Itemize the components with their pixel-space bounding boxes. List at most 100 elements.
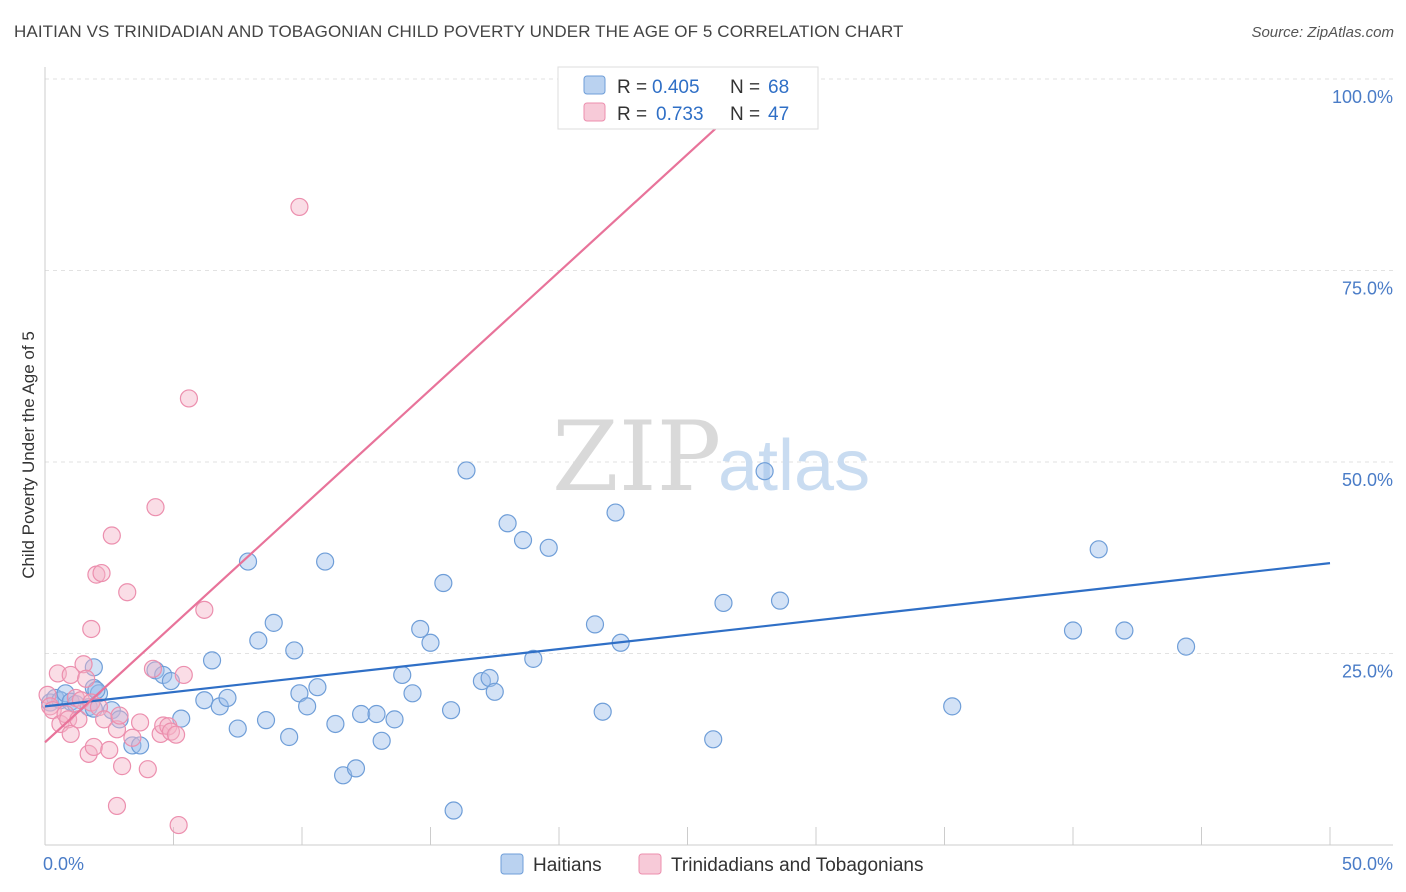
point-haitians [755, 462, 774, 481]
bottom-legend-trinidadians: Trinidadians and Tobagonians [671, 855, 923, 876]
legend-r-label: R = [617, 104, 647, 125]
point-trinidadians [100, 740, 119, 760]
point-trinidadians [102, 526, 121, 545]
point-haitians [539, 538, 558, 557]
point-haitians [285, 641, 304, 660]
point-haitians [393, 665, 412, 685]
chart-title: HAITIAN VS TRINIDADIAN AND TOBAGONIAN CH… [14, 22, 904, 41]
point-haitians [1063, 621, 1083, 640]
point-haitians [513, 531, 533, 550]
point-haitians [434, 573, 453, 593]
legend-swatch-haitians [583, 75, 606, 95]
y-tick-label: 25.0% [1342, 662, 1393, 682]
top-legend: R = 0.405 N = 68 R = 0.733 N = 47 [557, 66, 819, 130]
y-tick-label: 75.0% [1342, 279, 1393, 299]
point-trinidadians [112, 757, 132, 776]
point-haitians [1176, 637, 1196, 656]
bottom-legend-haitians: Haitians [533, 855, 602, 876]
point-haitians [485, 682, 504, 701]
point-haitians [403, 684, 422, 703]
point-haitians [421, 633, 440, 652]
data-points [38, 69, 1196, 835]
point-trinidadians [179, 389, 199, 408]
legend-n-label: N = [730, 77, 760, 98]
point-trinidadians [61, 724, 80, 744]
point-haitians [298, 697, 317, 716]
point-trinidadians [82, 619, 101, 639]
point-haitians [385, 710, 404, 729]
point-haitians [1115, 621, 1134, 640]
point-haitians [308, 678, 327, 697]
watermark-zip: ZIP [552, 401, 721, 513]
point-trinidadians [69, 710, 88, 729]
point-haitians [593, 702, 612, 721]
point-haitians [352, 704, 371, 724]
point-trinidadians [123, 728, 142, 747]
point-haitians [264, 613, 283, 632]
point-haitians [326, 714, 345, 734]
point-haitians [770, 591, 790, 610]
legend-n-value: 47 [768, 104, 789, 125]
point-trinidadians [61, 665, 80, 685]
legend-n-value: 68 [768, 77, 789, 98]
axes [44, 67, 1393, 846]
legend-r-value: 0.733 [656, 104, 704, 125]
point-haitians [249, 631, 268, 650]
point-trinidadians [110, 706, 129, 725]
point-haitians [218, 688, 237, 708]
bottom-legend-swatch-trinidadians [638, 853, 662, 875]
point-trinidadians [92, 563, 111, 583]
point-trinidadians [107, 796, 127, 816]
bottom-legend: Haitians Trinidadians and Tobagonians [500, 853, 923, 876]
point-haitians [480, 668, 499, 688]
point-trinidadians [290, 197, 309, 217]
point-trinidadians [166, 725, 186, 744]
point-haitians [346, 759, 366, 778]
point-trinidadians [95, 710, 114, 729]
point-trinidadians [74, 655, 93, 674]
point-haitians [704, 730, 723, 749]
point-haitians [228, 719, 247, 738]
point-haitians [411, 619, 430, 639]
point-trinidadians [161, 722, 181, 741]
point-haitians [1089, 540, 1108, 559]
point-haitians [441, 701, 461, 720]
x-tick-label: 50.0% [1342, 854, 1393, 874]
y-tick-label: 100.0% [1332, 87, 1393, 107]
point-trinidadians [107, 720, 127, 739]
point-haitians [238, 552, 258, 571]
point-trinidadians [130, 713, 150, 732]
watermark: ZIP atlas [552, 401, 870, 513]
watermark-atlas: atlas [718, 426, 870, 506]
point-trinidadians [138, 760, 157, 779]
point-haitians [498, 514, 517, 533]
trend-line-trinidadians [44, 78, 771, 744]
point-trinidadians [77, 669, 96, 688]
point-haitians [943, 697, 962, 716]
point-haitians [606, 503, 625, 522]
point-trinidadians [143, 659, 163, 678]
point-haitians [714, 593, 733, 613]
point-haitians [280, 727, 299, 747]
y-tick-labels: 25.0% 50.0% 75.0% 100.0% [1332, 87, 1393, 682]
point-haitians [123, 736, 142, 755]
point-haitians [202, 651, 222, 670]
x-tick-label: 0.0% [43, 854, 84, 874]
point-trinidadians [195, 600, 214, 619]
point-haitians [316, 552, 335, 571]
point-trinidadians [118, 583, 137, 602]
legend-n-label: N = [730, 104, 760, 125]
point-haitians [585, 615, 605, 634]
legend-r-label: R = [617, 77, 647, 98]
point-haitians [367, 704, 386, 724]
chart-source: Source: ZipAtlas.com [1251, 24, 1394, 41]
point-haitians [130, 736, 150, 755]
point-haitians [195, 691, 214, 710]
point-haitians [524, 649, 543, 668]
trend-line-haitians [44, 562, 1331, 708]
y-tick-label: 50.0% [1342, 470, 1393, 490]
point-trinidadians [169, 815, 188, 835]
point-trinidadians [174, 665, 193, 685]
point-haitians [372, 731, 391, 750]
